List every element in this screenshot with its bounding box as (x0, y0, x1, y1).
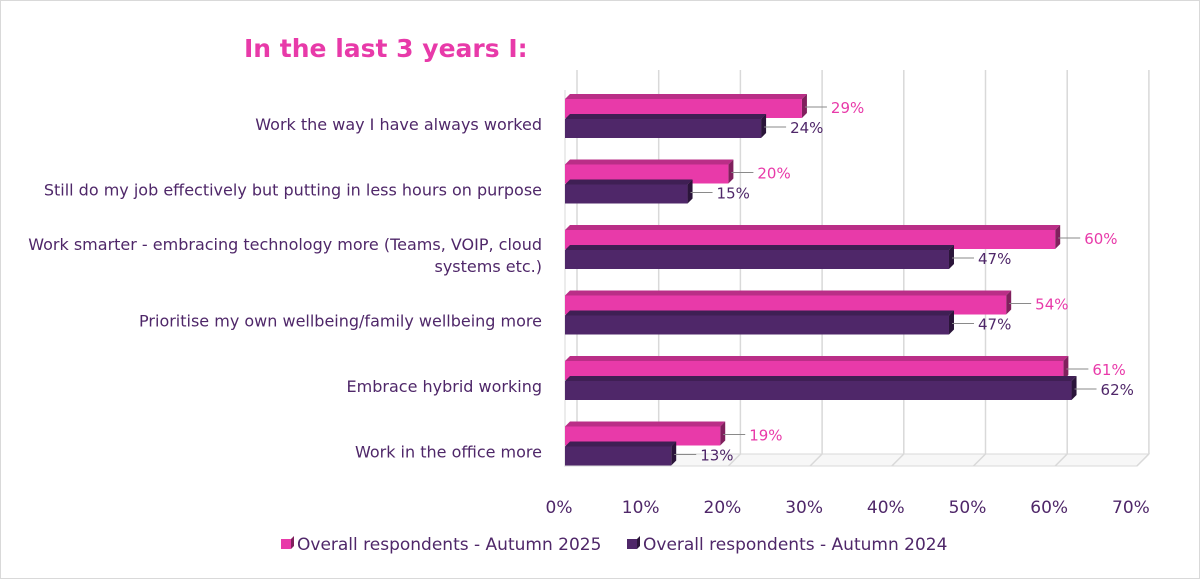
bar-autumn-2024-side (671, 441, 677, 466)
bar-autumn-2025 (565, 361, 1064, 380)
data-label: 54% (1035, 296, 1068, 314)
bar-autumn-2024-side (761, 114, 767, 138)
x-tick-label: 70% (1112, 498, 1150, 518)
category-label-line: Work in the office more (355, 443, 542, 462)
bar-autumn-2025 (565, 99, 802, 118)
data-label: 24% (790, 119, 823, 137)
bar-autumn-2025-side (720, 421, 726, 446)
legend-swatch-side (291, 536, 294, 549)
bar-autumn-2025-top (565, 421, 726, 427)
data-label: 47% (978, 316, 1011, 334)
category-label-line: systems etc.) (434, 257, 542, 276)
bar-autumn-2024-top (565, 245, 954, 250)
category-label: Work smarter - embracing technology more… (28, 235, 542, 276)
bar-autumn-2024-side (948, 310, 954, 335)
bar-autumn-2025-top (565, 225, 1061, 230)
bar-autumn-2024-side (687, 179, 693, 204)
gridline-floor (1054, 453, 1068, 467)
bar-autumn-2025 (565, 295, 1007, 315)
bar-autumn-2025 (565, 426, 721, 446)
gridline-floor (727, 453, 741, 467)
data-label: 61% (1092, 361, 1125, 379)
data-label: 19% (749, 427, 782, 445)
category-label: Embrace hybrid working (347, 377, 542, 396)
legend-swatch-side (637, 536, 640, 549)
bar-autumn-2024-side (1071, 376, 1077, 400)
category-label-line: Embrace hybrid working (347, 377, 542, 396)
x-tick-label: 60% (1030, 498, 1068, 518)
category-label-line: Work smarter - embracing technology more… (28, 235, 542, 254)
x-tick-label: 40% (867, 498, 905, 518)
legend-swatch (281, 539, 291, 549)
legend-label: Overall respondents - Autumn 2024 (643, 535, 947, 555)
bar-autumn-2024 (565, 381, 1072, 400)
data-label: 15% (717, 185, 750, 203)
bar-autumn-2025-side (1055, 225, 1061, 249)
legend-label: Overall respondents - Autumn 2025 (297, 535, 601, 555)
bar-autumn-2024 (565, 119, 762, 138)
x-tick-label: 30% (785, 498, 823, 518)
bar-autumn-2025-side (1063, 356, 1069, 380)
data-label: 13% (700, 447, 733, 465)
gridline-floor (972, 453, 987, 467)
data-label: 60% (1084, 230, 1117, 248)
bar-autumn-2024 (565, 184, 688, 204)
category-label-line: Prioritise my own wellbeing/family wellb… (139, 312, 542, 331)
category-label-line: Work the way I have always worked (255, 115, 542, 134)
category-label: Prioritise my own wellbeing/family wellb… (139, 312, 542, 331)
category-label-line: Still do my job effectively but putting … (44, 181, 542, 200)
category-label: Work the way I have always worked (255, 115, 542, 134)
bar-autumn-2025-top (565, 159, 734, 165)
bar-autumn-2024 (565, 250, 949, 269)
gridline-floor (809, 453, 823, 467)
data-label: 29% (831, 99, 864, 117)
category-label: Work in the office more (355, 443, 542, 462)
legend-swatch (627, 539, 637, 549)
category-label: Still do my job effectively but putting … (44, 181, 542, 200)
bar-autumn-2024-side (948, 245, 954, 269)
x-tick-label: 10% (622, 498, 660, 518)
bar-autumn-2025-side (801, 94, 807, 118)
x-tick-label: 0% (546, 498, 573, 518)
bar-autumn-2024-top (565, 376, 1077, 381)
bar-autumn-2025-side (1006, 290, 1012, 315)
bar-autumn-2025 (565, 230, 1056, 249)
data-label: 47% (978, 250, 1011, 268)
bar-autumn-2025-top (565, 290, 1012, 296)
x-tick-label: 50% (949, 498, 987, 518)
bar-autumn-2024 (565, 315, 949, 335)
bar-autumn-2025-top (565, 356, 1069, 361)
data-label: 20% (757, 165, 790, 183)
data-label: 62% (1101, 381, 1134, 399)
gridline-floor (891, 453, 905, 467)
bar-autumn-2024-top (565, 310, 954, 316)
bar-autumn-2025-top (565, 94, 807, 99)
gridline-floor (1136, 453, 1150, 467)
bar-autumn-2025 (565, 164, 729, 184)
x-tick-label: 20% (704, 498, 742, 518)
bar-autumn-2024 (565, 446, 672, 466)
bar-autumn-2024-top (565, 441, 677, 447)
bar-autumn-2025-side (728, 159, 734, 184)
bar-autumn-2024-top (565, 179, 693, 185)
bar-autumn-2024-top (565, 114, 767, 119)
chart-title: In the last 3 years I: (244, 34, 528, 63)
